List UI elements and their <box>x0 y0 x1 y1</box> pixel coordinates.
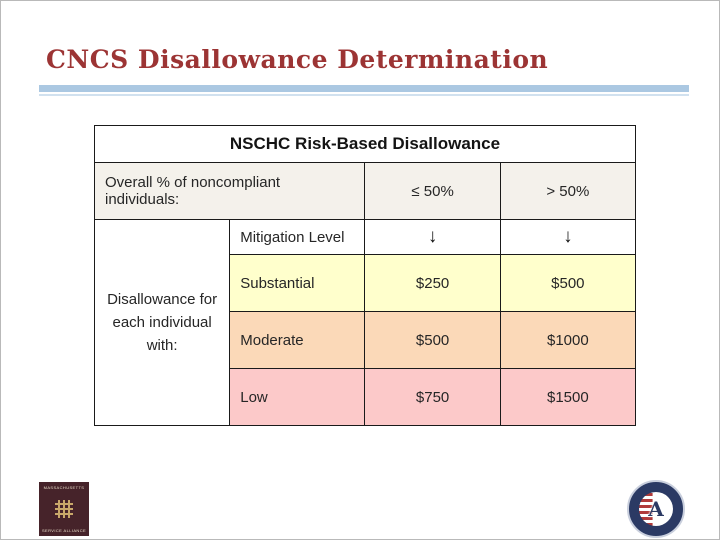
table-title-row: NSCHC Risk-Based Disallowance <box>94 125 636 163</box>
amount-le50: $750 <box>364 368 501 426</box>
down-arrow-icon: ↓ <box>499 219 637 255</box>
amount-gt50: $1000 <box>499 311 637 369</box>
overall-label: Overall % of noncompliant individuals: <box>93 162 366 220</box>
mitigation-row: Disallowance for each individual with: M… <box>93 219 637 426</box>
row-group-label: Disallowance for each individual with: <box>93 219 231 426</box>
americorps-a-letter: A <box>648 497 664 521</box>
title-underline-thin <box>39 94 689 96</box>
msa-logo-top-text: MASSACHUSETTS <box>43 485 85 490</box>
amount-gt50: $1500 <box>499 368 637 426</box>
amount-le50: $500 <box>364 311 501 369</box>
americorps-seal-center: A <box>639 492 673 526</box>
down-arrow-icon: ↓ <box>364 219 501 255</box>
table-row-substantial: Substantial $250 $500 <box>94 254 637 312</box>
americorps-seal-logo: A <box>627 480 685 538</box>
amount-gt50: $500 <box>499 254 637 312</box>
level-label: Low <box>229 368 366 426</box>
msa-logo-bottom-text: SERVICE ALLIANCE <box>41 527 87 533</box>
title-underline <box>39 85 689 96</box>
knot-pattern-icon <box>55 500 73 518</box>
massachusetts-service-alliance-logo: MASSACHUSETTS SERVICE ALLIANCE <box>39 482 89 536</box>
disallowance-table-wrapper: NSCHC Risk-Based Disallowance Overall % … <box>93 125 637 426</box>
overall-row: Overall % of noncompliant individuals: ≤… <box>93 162 637 220</box>
level-label: Substantial <box>229 254 366 312</box>
col-header-gt50: > 50% <box>499 162 637 220</box>
col-header-le50: ≤ 50% <box>364 162 501 220</box>
level-label: Moderate <box>229 311 366 369</box>
mitigation-level-label: Mitigation Level <box>229 219 366 255</box>
page-title: CNCS Disallowance Determination <box>46 45 549 74</box>
disallowance-table: NSCHC Risk-Based Disallowance Overall % … <box>93 125 637 426</box>
table-title: NSCHC Risk-Based Disallowance <box>94 125 636 163</box>
amount-le50: $250 <box>364 254 501 312</box>
